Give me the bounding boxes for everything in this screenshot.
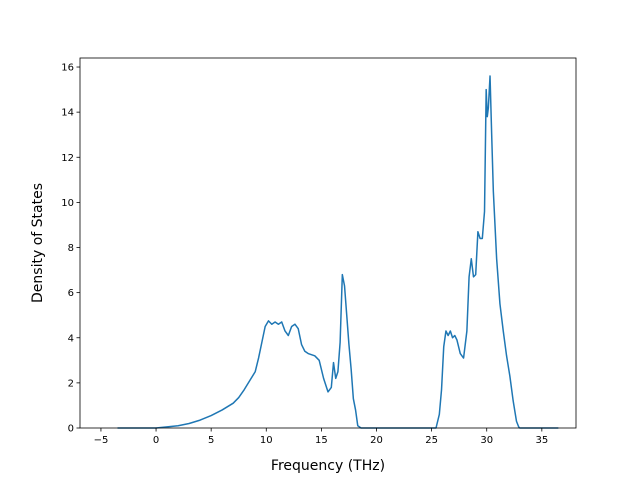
x-tick-label: 10 xyxy=(260,435,273,446)
y-tick-label: 14 xyxy=(61,108,74,119)
x-tick-label: 35 xyxy=(535,435,548,446)
y-tick-label: 16 xyxy=(61,63,74,74)
x-tick-label: −5 xyxy=(94,435,109,446)
plot-frame xyxy=(79,57,577,429)
y-tick-label: 0 xyxy=(68,424,74,435)
x-tick-label: 20 xyxy=(370,435,383,446)
x-axis-label: Frequency (THz) xyxy=(271,458,385,474)
y-tick-label: 8 xyxy=(68,243,74,254)
x-tick-label: 0 xyxy=(153,435,159,446)
y-tick-label: 4 xyxy=(68,333,74,344)
y-tick-label: 10 xyxy=(61,198,74,209)
x-tick-label: 30 xyxy=(480,435,493,446)
y-tick-label: 12 xyxy=(61,153,74,164)
x-tick-label: 25 xyxy=(425,435,438,446)
x-tick-label: 5 xyxy=(208,435,214,446)
dos-series-line xyxy=(117,75,559,429)
y-tick-label: 6 xyxy=(68,288,74,299)
x-tick-label: 15 xyxy=(315,435,328,446)
x-axis-ticks: −5 0 5 10 15 20 25 30 35 xyxy=(94,428,548,446)
y-tick-label: 2 xyxy=(68,378,74,389)
y-axis-label: Density of States xyxy=(30,183,46,303)
y-axis-ticks: 0 2 4 6 8 10 12 14 16 xyxy=(61,63,80,435)
plot-area xyxy=(117,75,559,429)
